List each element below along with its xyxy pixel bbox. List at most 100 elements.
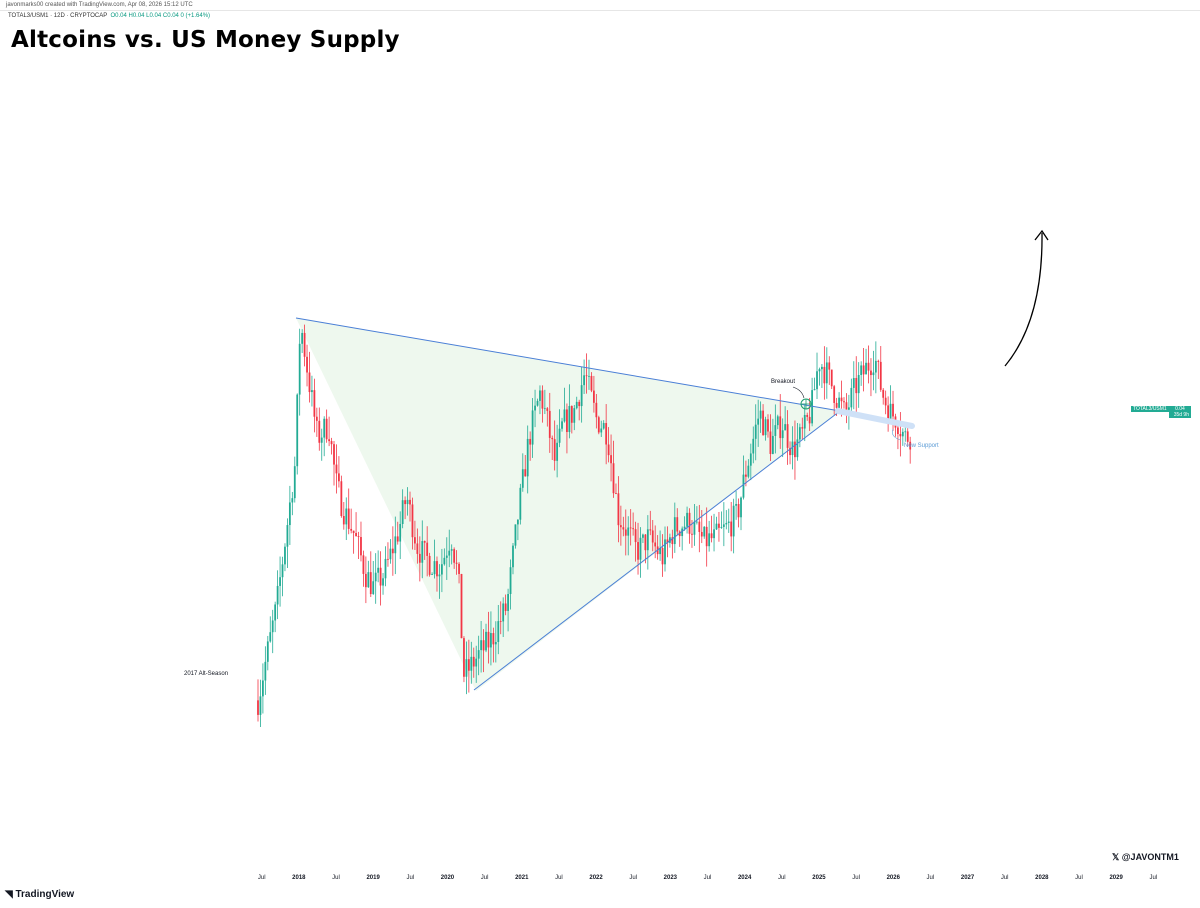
candle-body: [676, 517, 679, 532]
candle-body: [541, 390, 544, 409]
candle-body: [477, 650, 480, 659]
candle-body: [767, 419, 769, 432]
candle-body: [745, 474, 747, 477]
candle-body: [889, 403, 892, 423]
candle-body: [595, 402, 598, 418]
ascending-trendline[interactable]: [473, 410, 841, 691]
projection-arrow: [1004, 232, 1043, 367]
candle-body: [852, 377, 855, 388]
candle-body: [612, 463, 615, 494]
candle-body: [364, 573, 367, 588]
candle-body: [431, 574, 433, 575]
candle-body: [740, 497, 742, 518]
candle-body: [333, 444, 335, 465]
candle-body: [465, 659, 468, 677]
candle-body: [269, 632, 272, 642]
candle-body: [664, 539, 666, 565]
candle-body: [279, 577, 281, 586]
candle-body: [691, 533, 693, 535]
candle-body: [892, 403, 894, 417]
descending-trendline[interactable]: [295, 317, 841, 412]
x-tick-label: 2028: [1035, 875, 1049, 881]
x-tick-label: 2027: [961, 875, 975, 881]
candle-body: [536, 400, 539, 406]
candle-body: [463, 638, 465, 677]
annotation-new-support: New Support: [904, 443, 939, 449]
x-tick-label: Jul: [258, 875, 266, 881]
candle-body: [637, 542, 639, 560]
candle-body: [394, 536, 397, 554]
candle-body: [438, 574, 441, 577]
candle-body: [298, 343, 301, 395]
candle-body: [448, 550, 451, 556]
candle-body: [377, 567, 380, 573]
candle-body: [514, 524, 517, 546]
candle-body: [546, 408, 549, 411]
candle-body: [710, 533, 713, 539]
candle-body: [421, 541, 424, 563]
candle-body: [387, 558, 389, 560]
candle-body: [730, 521, 733, 537]
candle-body: [313, 390, 316, 417]
candle-body: [276, 585, 279, 605]
candle-body: [409, 499, 411, 505]
candle-body: [860, 365, 863, 376]
candle-body: [311, 390, 313, 393]
annotation-breakout: Breakout: [771, 379, 795, 385]
candle-body: [642, 534, 644, 538]
candle-body: [752, 438, 755, 454]
candle-body: [436, 561, 438, 577]
candle-body: [874, 360, 877, 373]
candle-body: [605, 423, 608, 445]
arrow-head-icon: [1034, 229, 1049, 241]
candle-body: [884, 397, 887, 406]
x-tick-label: 2021: [515, 875, 529, 881]
candle-body: [499, 621, 502, 622]
candle-body: [296, 394, 299, 467]
watermark-handle: @JAVONTM1: [1121, 852, 1179, 862]
x-tick-label: Jul: [629, 875, 637, 881]
tradingview-logo[interactable]: ◥ TradingView: [5, 889, 74, 900]
breakout-pointer: [792, 386, 805, 399]
candle-body: [575, 401, 578, 409]
candle-body: [271, 620, 274, 633]
candle-body: [634, 529, 637, 543]
candle-body: [619, 525, 622, 528]
candle-body: [342, 516, 345, 525]
candle-body: [713, 529, 715, 539]
candle-body: [771, 435, 774, 454]
candle-body: [629, 527, 632, 529]
candle-body: [627, 527, 630, 536]
candle-body: [720, 526, 723, 528]
candle-body: [264, 661, 267, 681]
candle-body: [357, 536, 360, 538]
candle-body: [460, 573, 463, 639]
candle-body: [338, 473, 340, 482]
candle-body: [573, 408, 576, 423]
candle-body: [686, 512, 688, 527]
candle-body: [644, 534, 647, 551]
candle-body: [742, 474, 745, 498]
candle-body: [872, 372, 875, 376]
x-tick-label: Jul: [1075, 875, 1083, 881]
candle-body: [784, 424, 787, 431]
candle-body: [553, 439, 556, 461]
candle-body: [578, 401, 581, 407]
candle-body: [879, 361, 882, 390]
candle-body: [259, 696, 262, 715]
candle-body: [470, 656, 473, 671]
new-support-line[interactable]: [835, 408, 915, 429]
candle-body: [695, 521, 698, 523]
candle-body: [301, 332, 304, 344]
candle-body: [808, 416, 811, 424]
candle-body: [485, 631, 487, 651]
candle-body: [266, 641, 269, 662]
candle-body: [323, 418, 326, 438]
candle-body: [350, 528, 353, 531]
candle-body: [870, 370, 872, 376]
candle-body: [764, 419, 767, 436]
candle-body: [526, 438, 529, 477]
candle-body: [847, 407, 850, 410]
candle-body: [306, 356, 308, 373]
